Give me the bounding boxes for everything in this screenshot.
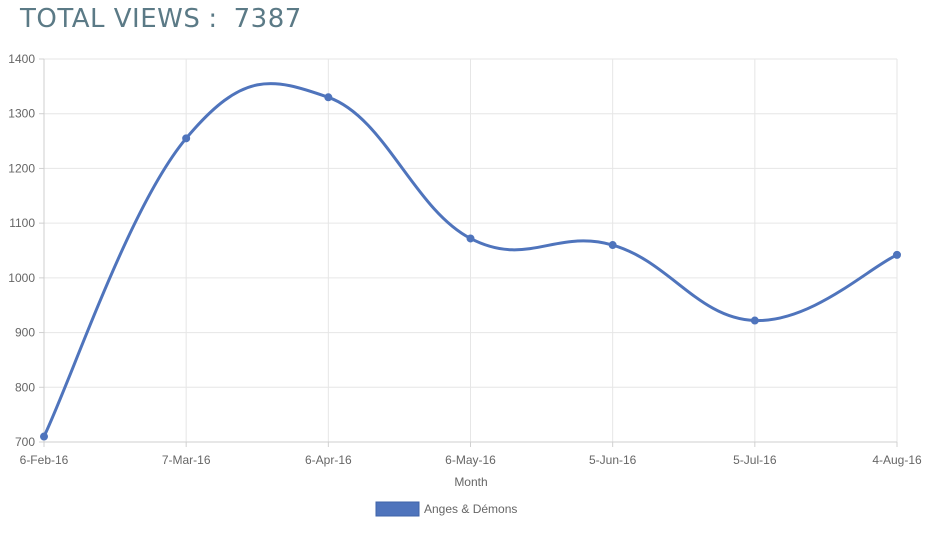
x-tick-label: 7-Mar-16 xyxy=(162,453,211,467)
y-tick-labels: 700 800 900 1000 1100 1200 1300 1400 xyxy=(8,52,35,449)
x-axis-title: Month xyxy=(454,475,487,489)
total-views-label: TOTAL VIEWS xyxy=(20,4,201,34)
data-point[interactable] xyxy=(324,93,333,102)
data-point[interactable] xyxy=(182,134,191,143)
grid-lines xyxy=(43,58,898,443)
total-views-value: 7387 xyxy=(233,4,302,34)
series-lines xyxy=(42,82,899,439)
y-tick-label: 700 xyxy=(15,435,35,449)
data-point[interactable] xyxy=(608,241,617,250)
y-tick-label: 1100 xyxy=(9,216,35,230)
series-line xyxy=(42,82,899,439)
x-tick-label: 6-May-16 xyxy=(445,453,496,467)
total-views-colon: : xyxy=(208,4,218,34)
y-tick-label: 900 xyxy=(15,326,35,340)
data-point[interactable] xyxy=(40,432,48,441)
legend-label[interactable]: Anges & Démons xyxy=(424,502,517,516)
data-point[interactable] xyxy=(750,316,759,325)
x-tick-label: 5-Jul-16 xyxy=(733,453,777,467)
series-points[interactable] xyxy=(40,93,901,441)
y-tick-label: 1400 xyxy=(8,52,35,66)
legend-swatch[interactable] xyxy=(375,501,420,517)
axes xyxy=(39,58,898,447)
y-tick-label: 1000 xyxy=(8,271,35,285)
data-point[interactable] xyxy=(466,234,475,243)
y-tick-label: 1300 xyxy=(8,107,35,121)
x-tick-label: 4-Aug-16 xyxy=(872,453,922,467)
x-tick-labels: 6-Feb-16 7-Mar-16 6-Apr-16 6-May-16 5-Jun-16… xyxy=(20,453,922,467)
x-tick-label: 6-Feb-16 xyxy=(20,453,69,467)
y-tick-label: 1200 xyxy=(8,161,35,175)
data-point[interactable] xyxy=(893,250,901,259)
legend[interactable]: Anges & Démons xyxy=(375,501,517,517)
total-views-header: TOTAL VIEWS:7387 xyxy=(20,4,302,34)
x-tick-label: 6-Apr-16 xyxy=(305,453,352,467)
y-tick-label: 800 xyxy=(15,380,35,394)
x-tick-label: 5-Jun-16 xyxy=(589,453,637,467)
